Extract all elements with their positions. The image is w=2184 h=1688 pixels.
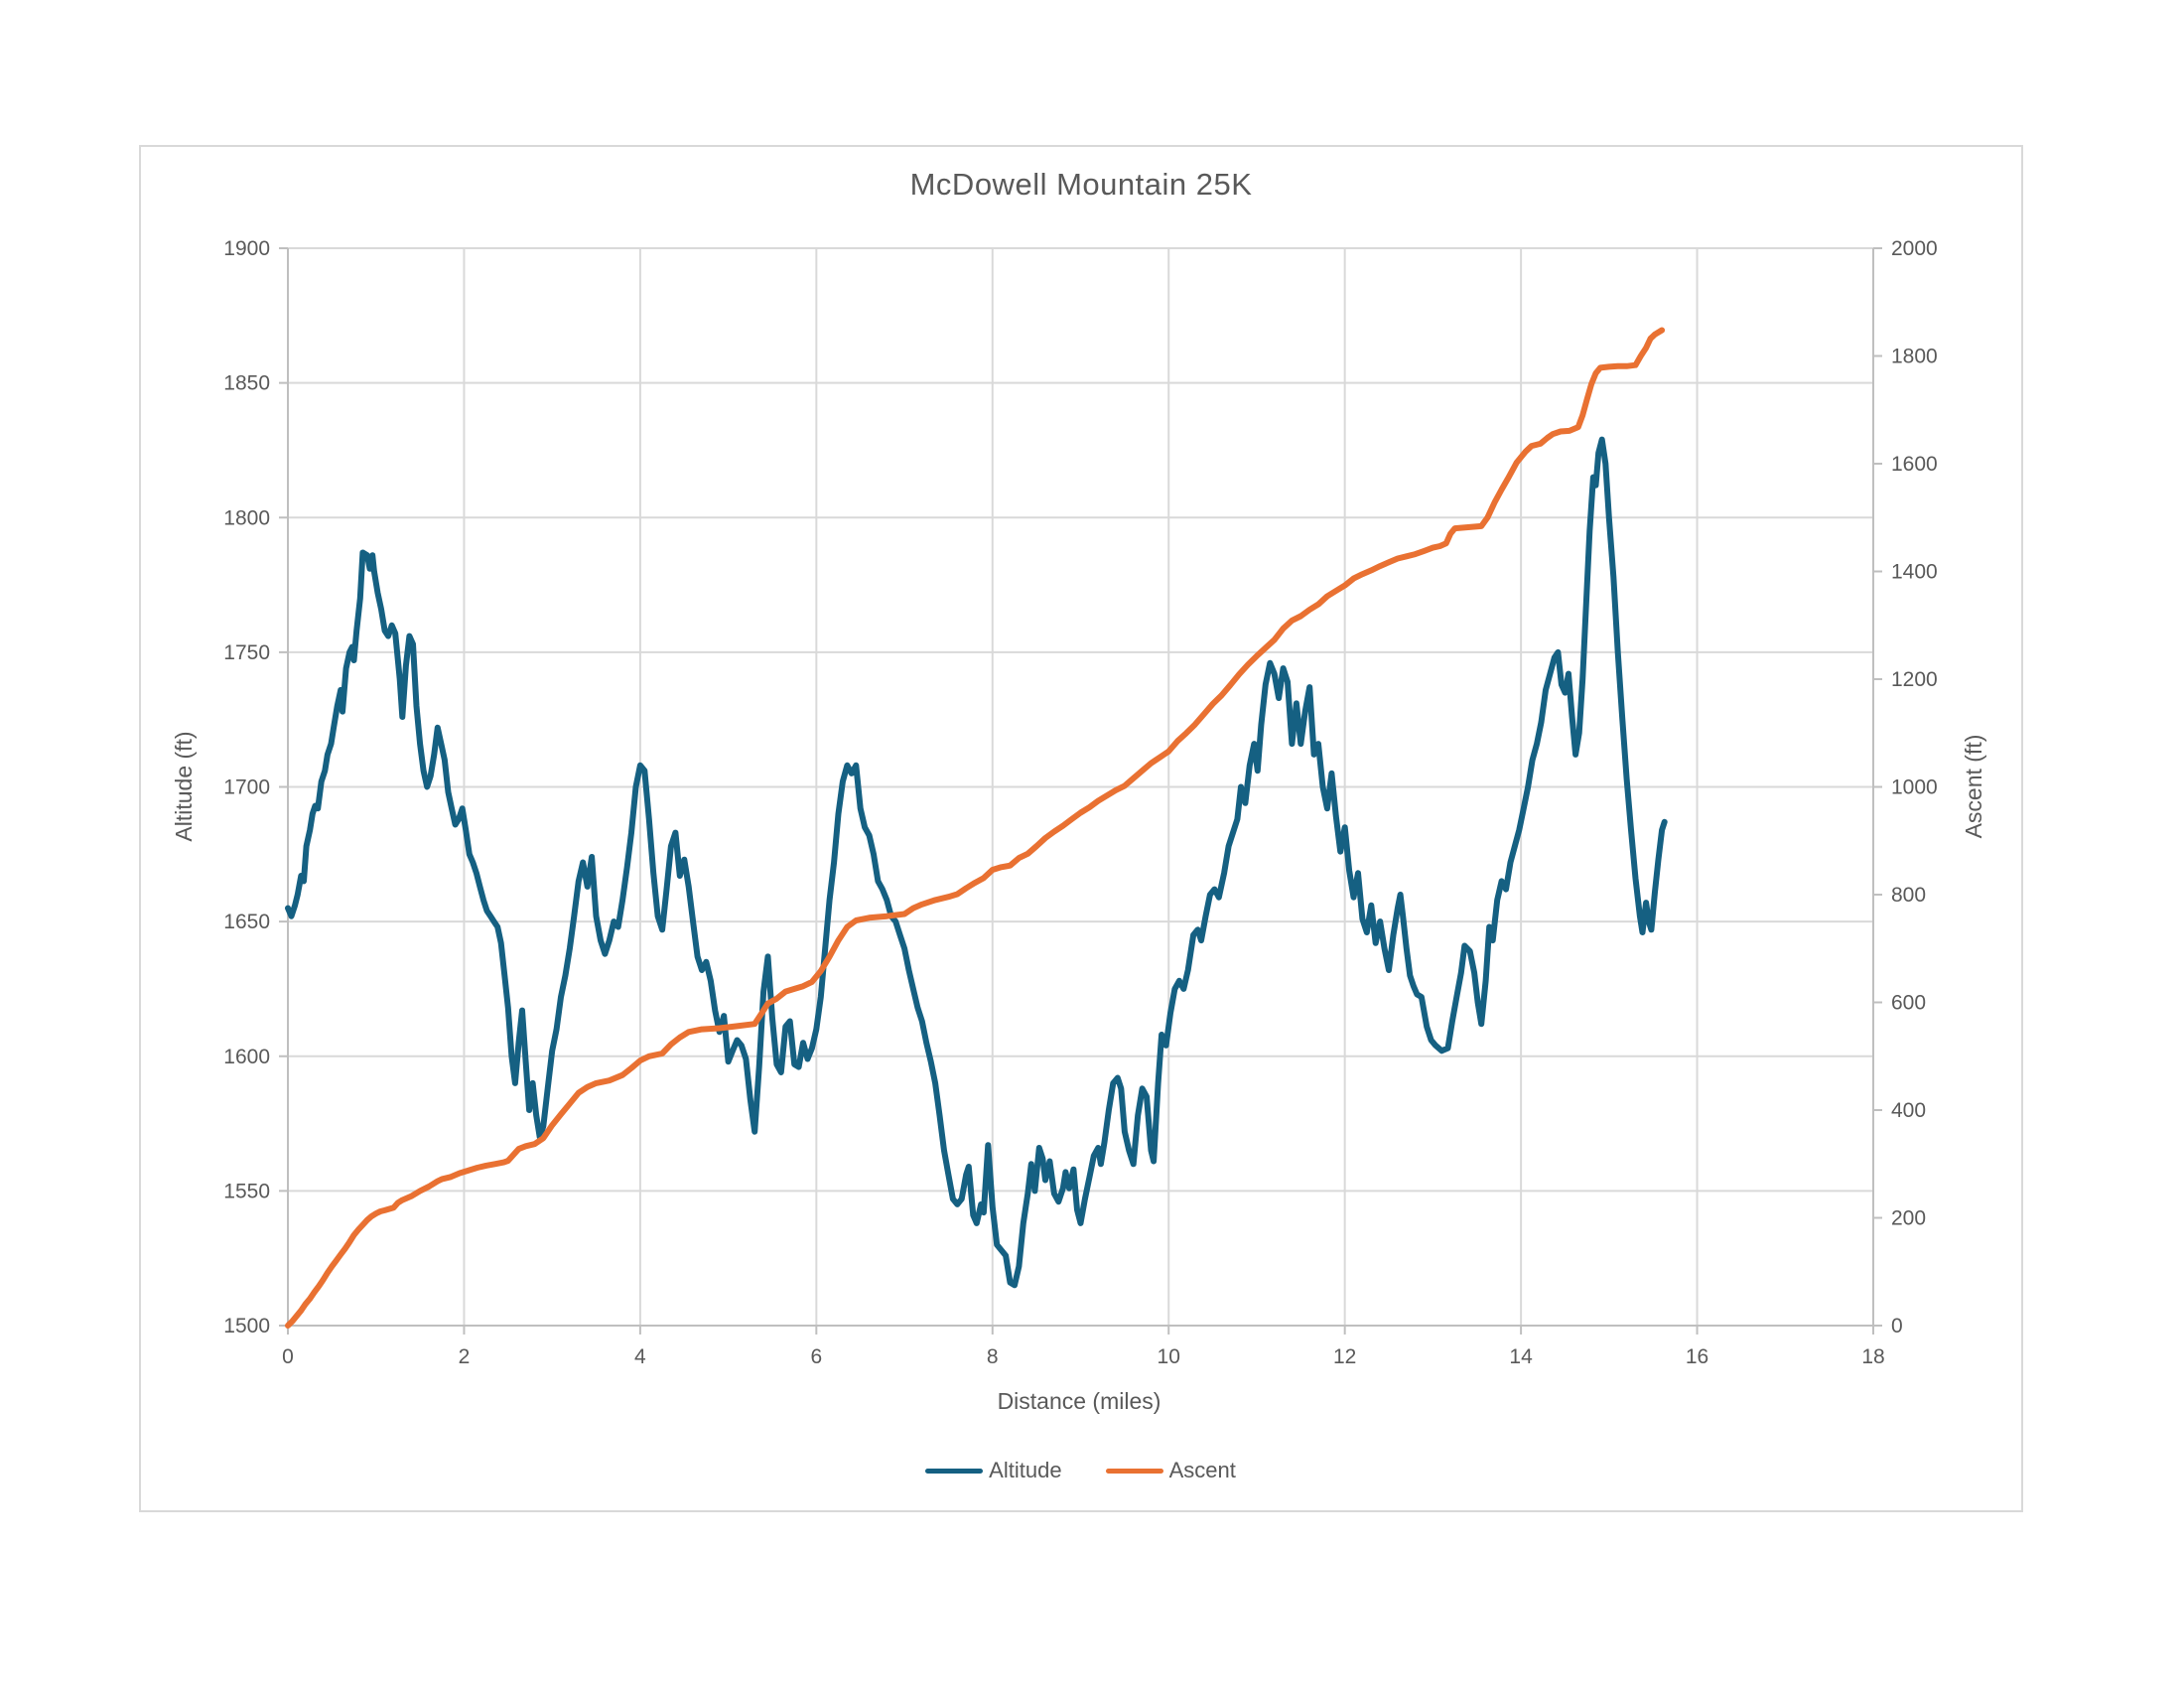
svg-text:12: 12 (1333, 1345, 1356, 1368)
legend: Altitude Ascent (288, 1458, 1873, 1483)
altitude-line-swatch (925, 1468, 984, 1474)
svg-text:1400: 1400 (1891, 561, 1938, 584)
svg-text:0: 0 (1891, 1315, 1903, 1337)
x-axis-title: Distance (miles) (997, 1388, 1161, 1414)
svg-text:600: 600 (1891, 992, 1926, 1015)
legend-item-altitude: Altitude (925, 1458, 1062, 1483)
svg-text:16: 16 (1686, 1345, 1708, 1368)
legend-item-ascent: Ascent (1105, 1458, 1236, 1483)
ascent-line-swatch (1105, 1468, 1163, 1474)
svg-text:18: 18 (1861, 1345, 1884, 1368)
svg-text:1800: 1800 (223, 506, 270, 529)
svg-text:400: 400 (1891, 1099, 1926, 1122)
svg-text:1800: 1800 (1891, 346, 1938, 368)
svg-text:1750: 1750 (223, 641, 270, 664)
svg-text:2000: 2000 (1891, 237, 1938, 260)
svg-text:4: 4 (634, 1345, 646, 1368)
svg-text:200: 200 (1891, 1207, 1926, 1230)
svg-text:1600: 1600 (1891, 453, 1938, 476)
svg-text:1850: 1850 (223, 372, 270, 395)
chart-title: McDowell Mountain 25K (909, 167, 1253, 202)
svg-text:0: 0 (282, 1345, 294, 1368)
svg-text:1900: 1900 (223, 237, 270, 260)
svg-text:1700: 1700 (223, 776, 270, 799)
svg-text:8: 8 (987, 1345, 999, 1368)
svg-text:1200: 1200 (1891, 668, 1938, 691)
svg-text:14: 14 (1509, 1345, 1533, 1368)
svg-text:1500: 1500 (223, 1315, 270, 1337)
legend-label-altitude: Altitude (989, 1458, 1062, 1482)
svg-text:10: 10 (1158, 1345, 1180, 1368)
svg-text:800: 800 (1891, 884, 1926, 907)
svg-text:2: 2 (459, 1345, 471, 1368)
svg-text:1000: 1000 (1891, 776, 1938, 799)
legend-label-ascent: Ascent (1168, 1458, 1236, 1482)
svg-text:1550: 1550 (223, 1180, 270, 1202)
svg-text:1600: 1600 (223, 1046, 270, 1068)
chart-frame (139, 145, 2023, 1512)
svg-text:6: 6 (810, 1345, 822, 1368)
svg-text:1650: 1650 (223, 911, 270, 933)
